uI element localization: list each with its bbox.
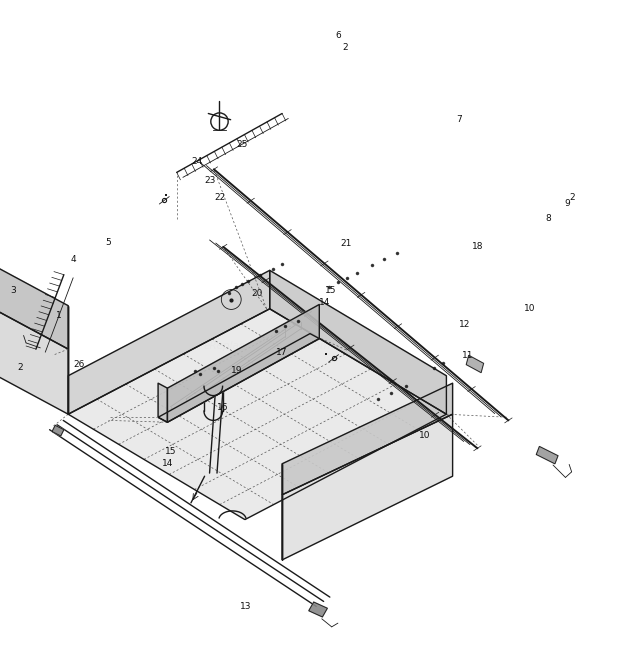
Text: 9: 9 (564, 199, 570, 208)
Text: 18: 18 (472, 243, 483, 251)
Text: 14: 14 (319, 298, 330, 307)
Polygon shape (52, 426, 64, 436)
Text: 7: 7 (456, 115, 462, 124)
Polygon shape (167, 305, 319, 422)
Text: 4: 4 (70, 254, 76, 264)
Text: 19: 19 (231, 366, 242, 375)
Text: 10: 10 (525, 304, 536, 313)
Text: 22: 22 (215, 193, 226, 202)
Polygon shape (68, 309, 446, 520)
Polygon shape (0, 262, 68, 349)
Text: 6: 6 (335, 32, 342, 40)
Text: 8: 8 (546, 214, 552, 223)
Text: 11: 11 (463, 351, 474, 360)
Text: 15: 15 (165, 447, 176, 456)
Text: 17: 17 (277, 348, 288, 357)
Text: 14: 14 (162, 459, 173, 468)
Polygon shape (158, 334, 319, 422)
Text: 2: 2 (17, 363, 24, 372)
Text: 5: 5 (105, 238, 112, 247)
Polygon shape (270, 270, 446, 414)
Text: 2: 2 (342, 43, 348, 52)
Polygon shape (68, 270, 270, 414)
Polygon shape (466, 356, 484, 373)
Polygon shape (309, 602, 327, 617)
Text: eReplacementParts.com: eReplacementParts.com (203, 341, 330, 351)
Text: 20: 20 (252, 289, 263, 298)
Text: 1: 1 (56, 311, 62, 319)
Polygon shape (0, 305, 68, 414)
Polygon shape (282, 414, 453, 560)
Text: 10: 10 (419, 432, 430, 440)
Text: 15: 15 (325, 286, 336, 295)
Text: 16: 16 (218, 403, 229, 412)
Text: 12: 12 (459, 320, 471, 329)
Text: 13: 13 (241, 602, 252, 611)
Text: 2: 2 (569, 193, 575, 202)
Polygon shape (158, 383, 167, 422)
Polygon shape (282, 383, 453, 495)
Text: 25: 25 (236, 140, 247, 149)
Text: 21: 21 (340, 239, 352, 248)
Text: 24: 24 (192, 157, 203, 167)
Text: 3: 3 (11, 286, 17, 295)
Text: 26: 26 (74, 360, 85, 369)
Text: 23: 23 (204, 176, 215, 185)
Polygon shape (536, 446, 558, 464)
